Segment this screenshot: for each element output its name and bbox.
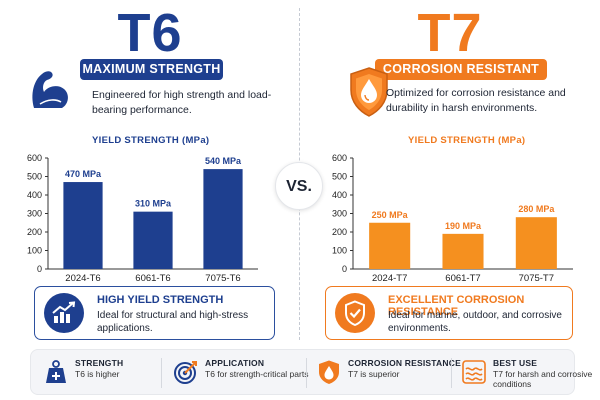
shield-check-icon xyxy=(335,293,375,333)
t6-category-label: 7075-T6 xyxy=(205,273,240,284)
t7-feature-card: EXCELLENT CORROSION RESISTANCE Ideal for… xyxy=(325,286,573,340)
t7-card-description: Ideal for marine, outdoor, and corrosive… xyxy=(388,310,562,334)
t6-bar-2024-T6 xyxy=(63,182,103,269)
footer-title: CORROSION RESISTANCE xyxy=(348,358,461,368)
t6-chart-title: YIELD STRENGTH (MPa) xyxy=(92,135,210,146)
t7-y-tick-label: 100 xyxy=(332,246,347,256)
t6-bar-6061-T6 xyxy=(133,211,173,269)
t6-bar-7075-T6 xyxy=(203,169,243,269)
t6-title: T6 xyxy=(117,3,183,63)
t6-yield-chart: 0 100 200 300 400 500 600 470 MPa 2024-T6 310 MPa… xyxy=(27,153,258,284)
summary-footer: STRENGTH T6 is higher APPLICATION T6 for… xyxy=(30,349,592,396)
footer-divider xyxy=(451,358,452,388)
t6-category-label: 2024-T6 xyxy=(65,273,100,284)
footer-item-corrosion: CORROSION RESISTANCE T7 is superior xyxy=(316,350,461,396)
footer-title: BEST USE xyxy=(493,358,538,368)
t7-panel: T7 CORROSION RESISTANT Optimized for cor… xyxy=(300,0,600,345)
t6-y-tick-label: 600 xyxy=(27,153,42,163)
footer-item-strength: STRENGTH T6 is higher xyxy=(43,350,163,396)
t6-y-tick-label: 0 xyxy=(37,264,42,274)
t7-y-tick-label: 400 xyxy=(332,190,347,200)
t7-y-tick-label: 600 xyxy=(332,153,347,163)
t7-y-tick-label: 300 xyxy=(332,209,347,219)
t7-category-label: 2024-T7 xyxy=(372,273,407,284)
t7-y-tick-label: 500 xyxy=(332,172,347,182)
shield-droplet-icon xyxy=(347,66,391,123)
shield-droplet-icon xyxy=(316,359,342,385)
t6-y-tick-label: 500 xyxy=(27,172,42,182)
t6-y-tick-label: 300 xyxy=(27,209,42,219)
t6-feature-card: HIGH YIELD STRENGTH Ideal for structural… xyxy=(34,286,275,340)
footer-description: T6 is higher xyxy=(75,369,120,379)
t6-category-label: 6061-T6 xyxy=(135,273,170,284)
rising-chart-icon xyxy=(44,293,84,333)
footer-item-best-use: BEST USE T7 for harsh and corrosive cond… xyxy=(461,350,592,396)
t7-y-tick-label: 200 xyxy=(332,227,347,237)
t7-y-tick-label: 0 xyxy=(342,264,347,274)
t7-badge: CORROSION RESISTANT xyxy=(375,59,547,80)
footer-divider xyxy=(306,358,307,388)
footer-description: T6 for strength-critical parts xyxy=(205,369,309,379)
t6-card-title: HIGH YIELD STRENGTH xyxy=(97,294,224,306)
t7-card-title: EXCELLENT CORROSION RESISTANCE xyxy=(388,294,525,318)
t7-title: T7 xyxy=(417,3,483,63)
footer-title: STRENGTH xyxy=(75,358,124,368)
t6-value-label: 310 MPa xyxy=(135,199,172,209)
footer-description: T7 for harsh and corrosive conditions xyxy=(493,369,593,389)
footer-description: T7 is superior xyxy=(348,369,400,379)
footer-divider xyxy=(161,358,162,388)
footer-title: APPLICATION xyxy=(205,358,265,368)
t7-chart-title: YIELD STRENGTH (MPa) xyxy=(408,135,526,146)
t6-tagline: Engineered for high strength and load-be… xyxy=(92,89,272,116)
t7-bar-7075-T7 xyxy=(515,217,557,269)
t7-category-label: 7075-T7 xyxy=(519,273,554,284)
footer-item-application: APPLICATION T6 for strength-critical par… xyxy=(173,350,308,396)
t7-category-label: 6061-T7 xyxy=(445,273,480,284)
flexed-arm-icon xyxy=(28,64,72,119)
t7-yield-chart: 0 100 200 300 400 500 600 250 MPa 2024-T7 190 MPa… xyxy=(332,153,573,284)
target-icon xyxy=(173,359,199,385)
wave-icon xyxy=(461,359,487,385)
weight-icon xyxy=(43,359,69,385)
t6-card-description: Ideal for structural and high-stress app… xyxy=(97,310,249,334)
t7-bar-6061-T7 xyxy=(442,233,484,269)
t6-panel: T6 MAXIMUM STRENGTH Engineered for high … xyxy=(0,0,300,345)
t7-value-label: 280 MPa xyxy=(518,204,555,214)
t6-value-label: 470 MPa xyxy=(65,169,102,179)
t6-value-label: 540 MPa xyxy=(205,156,242,166)
t7-value-label: 250 MPa xyxy=(372,210,409,220)
t6-y-tick-label: 200 xyxy=(27,227,42,237)
t6-y-tick-label: 400 xyxy=(27,190,42,200)
vs-badge: VS. xyxy=(275,162,323,210)
t6-badge: MAXIMUM STRENGTH xyxy=(80,59,223,80)
t7-value-label: 190 MPa xyxy=(445,221,482,231)
t6-y-tick-label: 100 xyxy=(27,246,42,256)
t7-tagline: Optimized for corrosion resistance and d… xyxy=(386,87,566,114)
t7-bar-2024-T7 xyxy=(369,222,411,269)
